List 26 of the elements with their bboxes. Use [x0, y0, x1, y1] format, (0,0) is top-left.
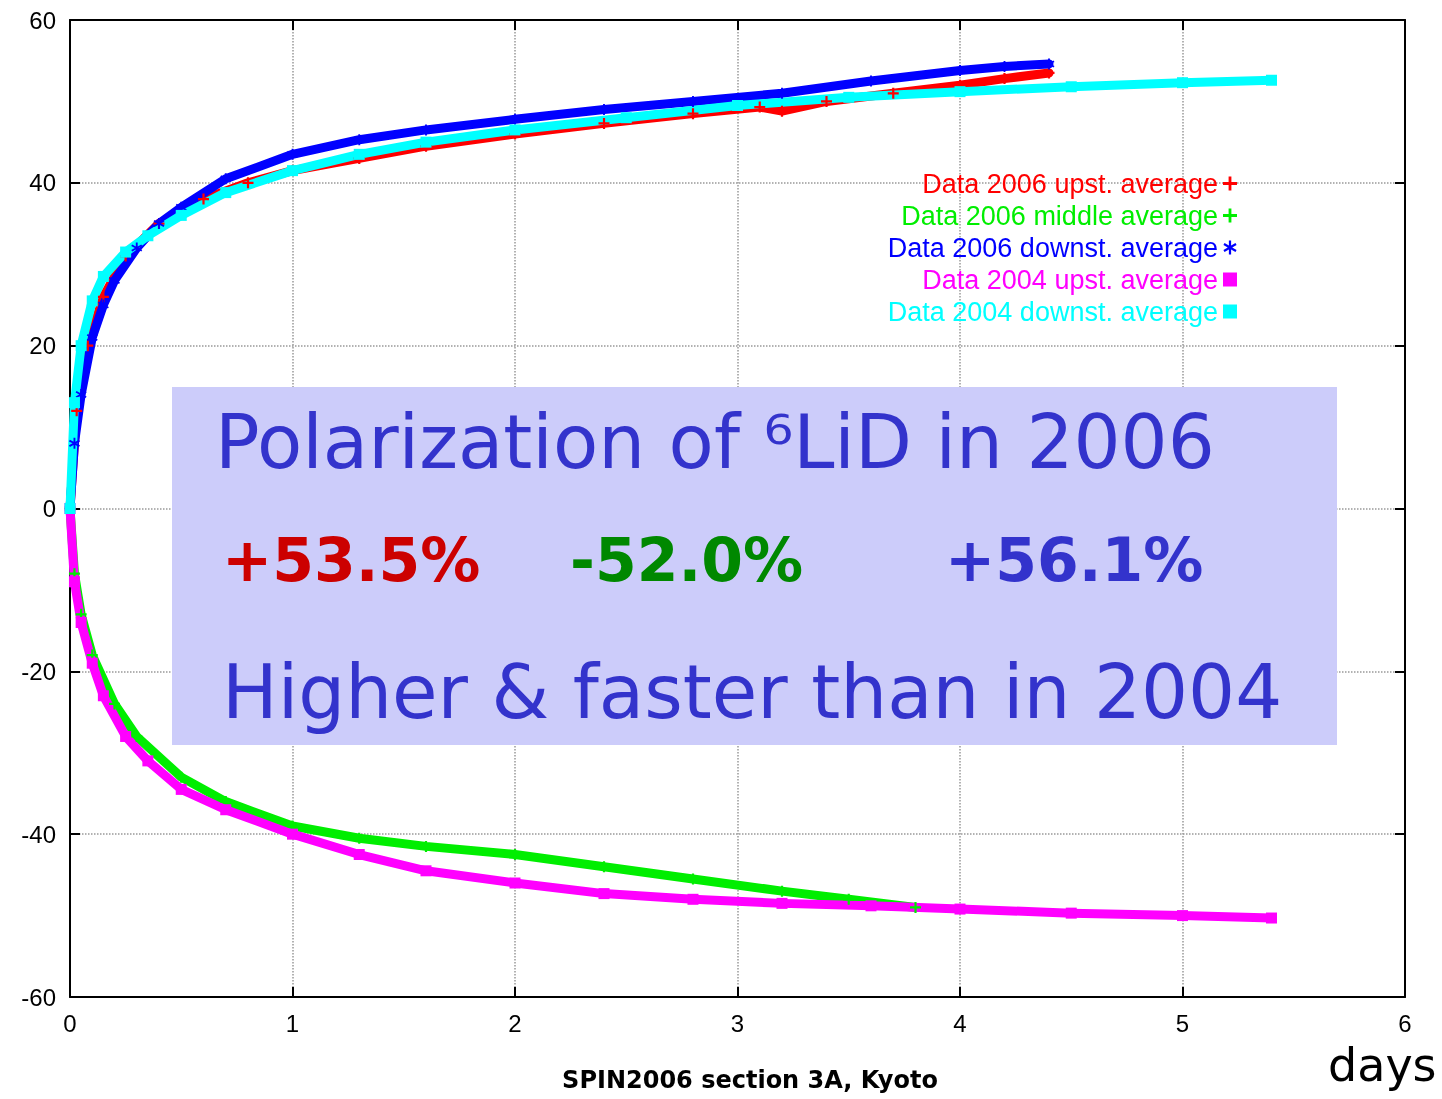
text: SPIN2006 section 3A, Kyoto: [562, 1066, 938, 1094]
x-tick-label: 4: [953, 1009, 967, 1037]
y-tick-label: -40: [21, 820, 56, 848]
annotation: +56.1%: [945, 525, 1204, 595]
legend-label: Data 2004 upst. average: [922, 264, 1218, 295]
annotation: Higher & faster than in 2004: [222, 649, 1283, 735]
x-tick-label: 5: [1175, 1009, 1190, 1037]
y-tick-label: 40: [29, 169, 56, 197]
legend-label: Data 2006 upst. average: [922, 168, 1218, 199]
y-tick-label: 60: [29, 6, 56, 34]
x-tick-label: 2: [508, 1009, 522, 1037]
y-tick-label: 20: [29, 332, 56, 360]
annotation: -52.0%: [570, 525, 804, 595]
x-tick-label: 6: [1398, 1009, 1412, 1037]
annotation: Polarization of ⁶LiD in 2006: [215, 399, 1215, 485]
legend-label: Data 2006 downst. average: [887, 232, 1218, 263]
x-tick-label: 1: [285, 1009, 300, 1037]
legend-label: Data 2004 downst. average: [887, 296, 1218, 327]
legend-label: Data 2006 middle average: [901, 200, 1218, 231]
x-tick-label: 0: [63, 1009, 77, 1037]
y-tick-label: 0: [42, 495, 56, 522]
y-tick-label: -60: [21, 983, 56, 1011]
y-tick-label: -20: [21, 657, 56, 685]
x-axis-title: days: [1328, 1038, 1437, 1092]
x-tick-label: 3: [730, 1009, 745, 1037]
annotation: +53.5%: [222, 525, 481, 595]
